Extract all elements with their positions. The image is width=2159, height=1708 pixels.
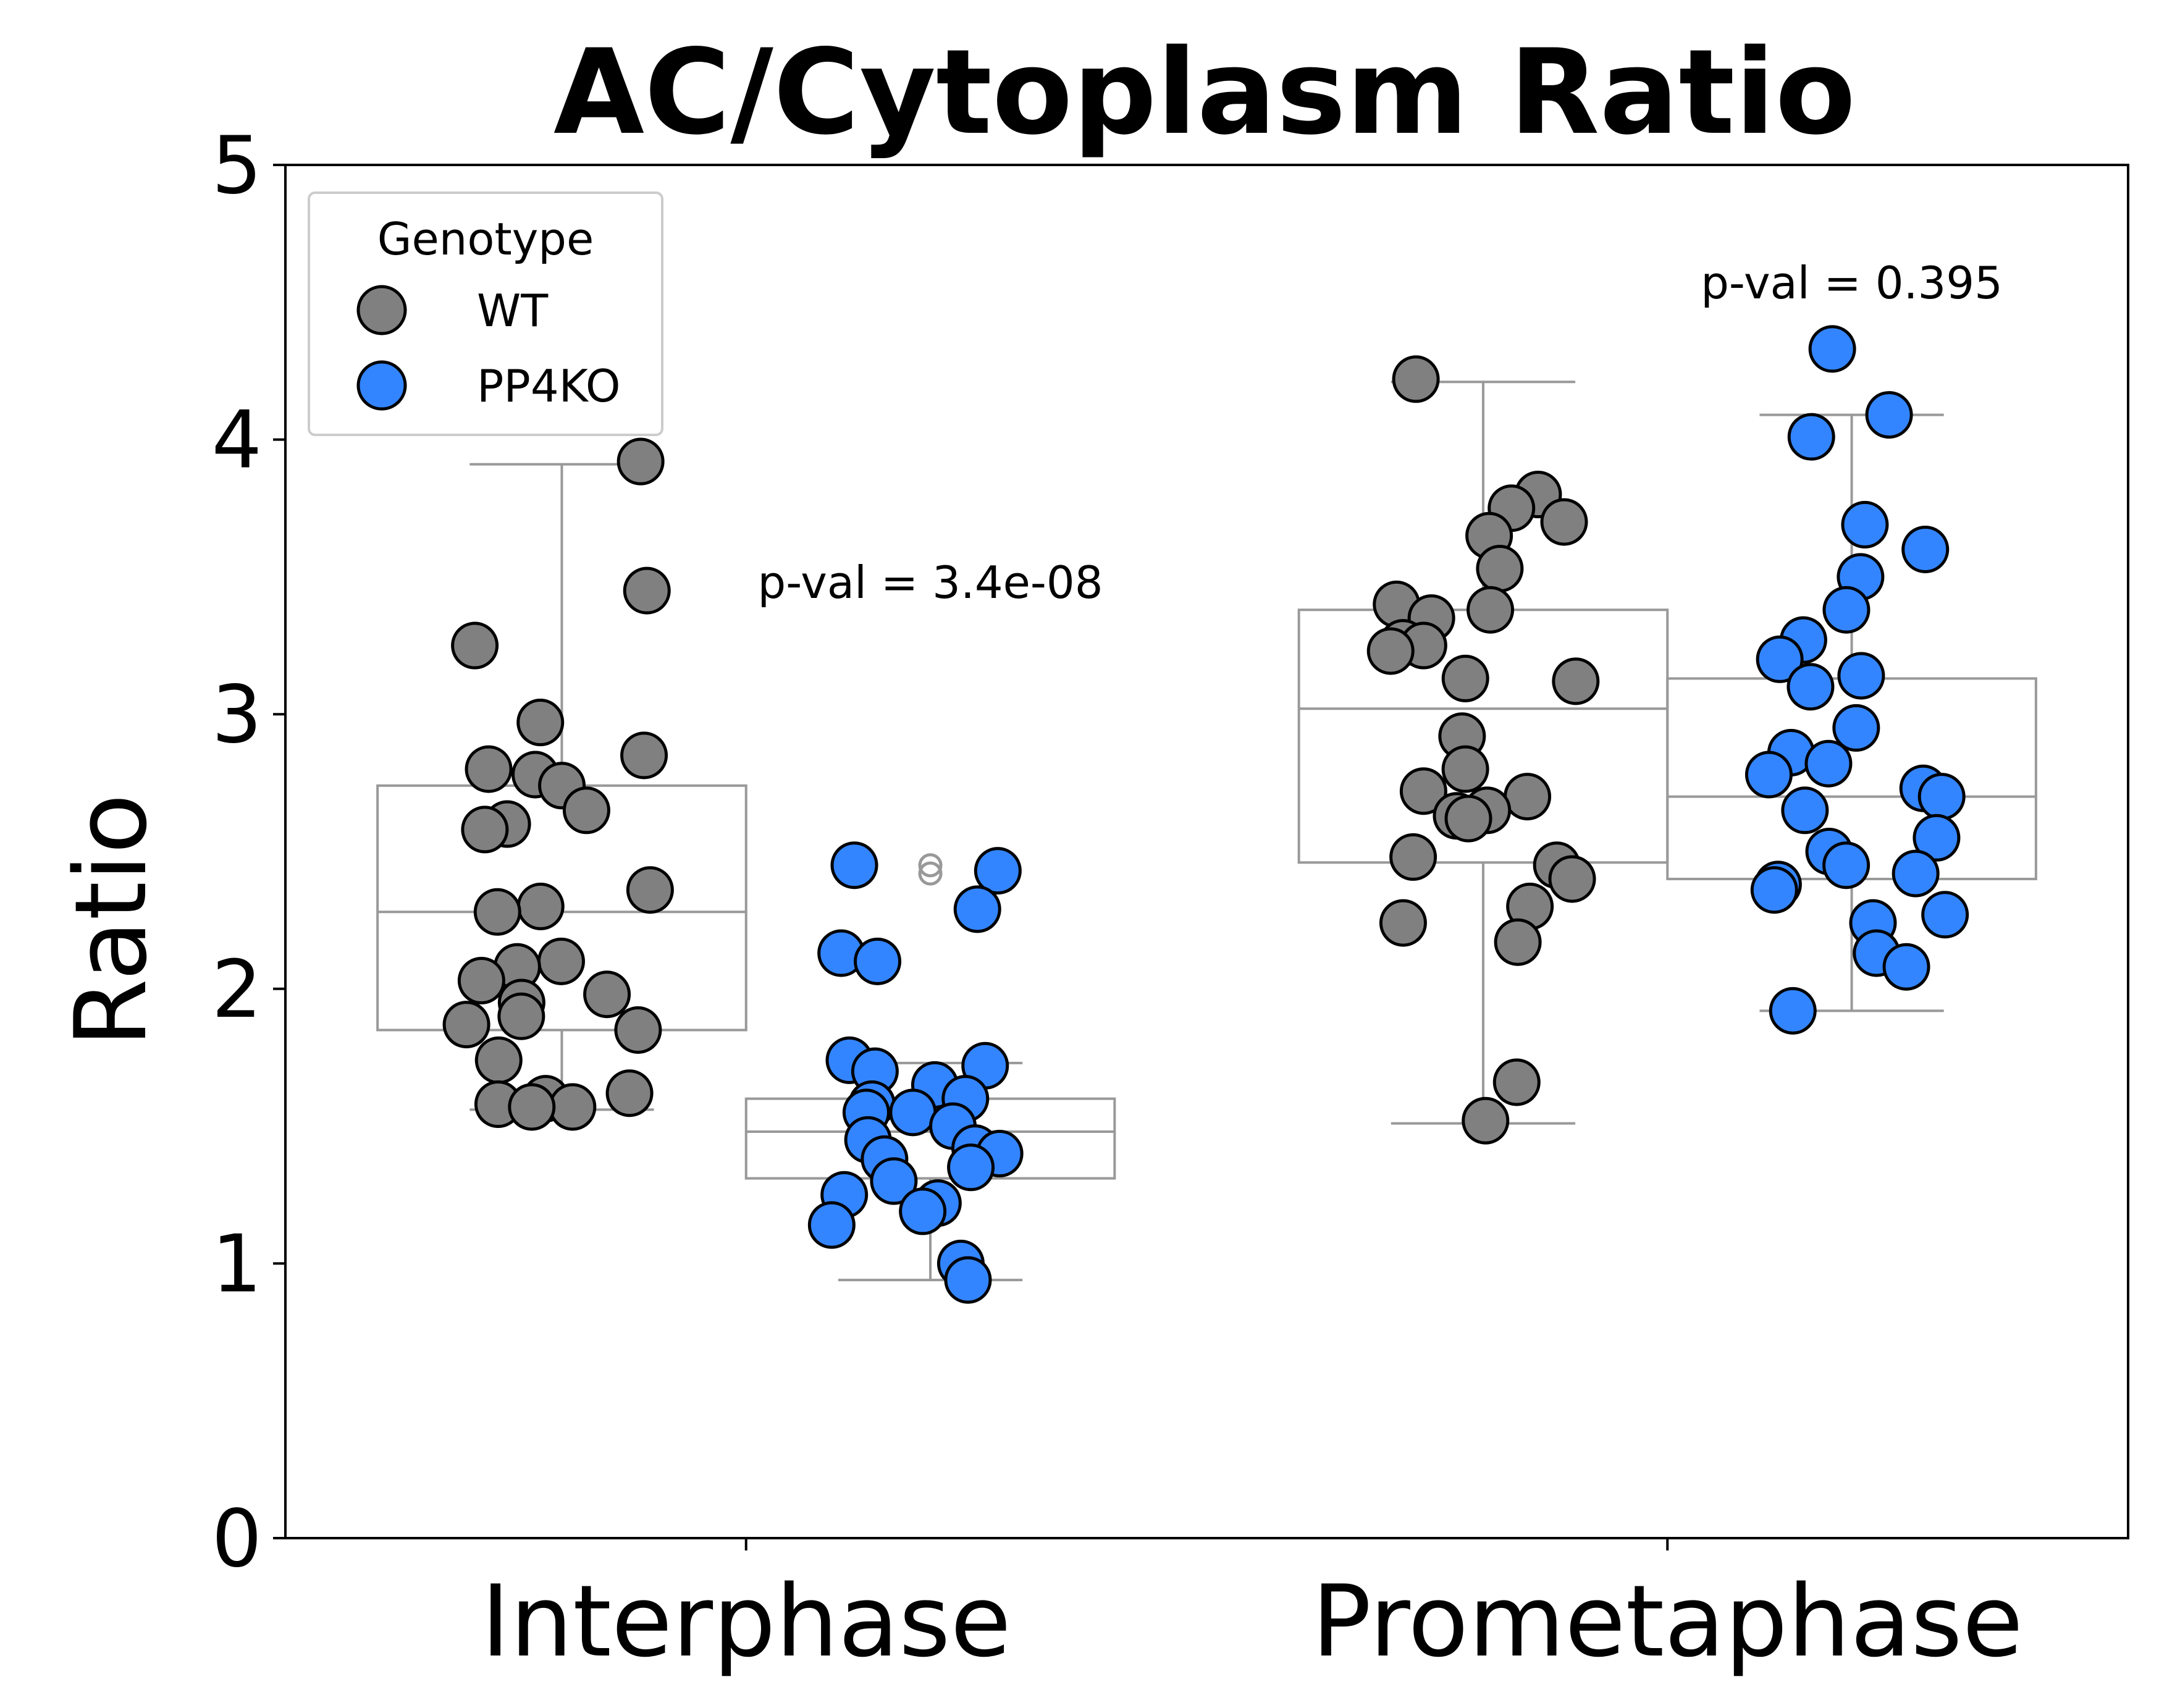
data-point bbox=[1552, 657, 1600, 705]
data-point bbox=[1441, 745, 1489, 793]
data-point bbox=[1389, 833, 1437, 881]
data-point bbox=[583, 970, 631, 1019]
data-point bbox=[562, 786, 610, 835]
data-point bbox=[1399, 767, 1447, 815]
data-point bbox=[1837, 652, 1885, 700]
data-point bbox=[830, 841, 878, 890]
data-point bbox=[1548, 855, 1596, 903]
data-point bbox=[1750, 866, 1798, 914]
p-value-annotation: p-val = 0.395 bbox=[1701, 257, 2003, 309]
data-point bbox=[620, 731, 668, 780]
data-point bbox=[974, 847, 1022, 895]
data-point bbox=[854, 937, 902, 985]
data-point bbox=[1540, 498, 1588, 546]
data-point bbox=[1832, 704, 1880, 752]
data-point bbox=[1494, 918, 1542, 966]
data-point bbox=[1808, 325, 1856, 373]
data-point bbox=[889, 1088, 937, 1137]
box-outlier bbox=[918, 861, 943, 886]
legend-marker bbox=[356, 360, 407, 411]
x-tick-label: Interphase bbox=[481, 1563, 1011, 1679]
data-point bbox=[899, 1187, 947, 1235]
data-point bbox=[870, 1157, 918, 1205]
box-outlier bbox=[918, 853, 943, 878]
data-point bbox=[516, 882, 565, 930]
data-point bbox=[1865, 391, 1913, 439]
data-point bbox=[605, 1069, 654, 1117]
data-point bbox=[1913, 814, 1961, 862]
data-point bbox=[623, 566, 671, 615]
data-point bbox=[947, 1143, 995, 1192]
data-point bbox=[473, 888, 521, 936]
data-point bbox=[461, 806, 509, 854]
data-point bbox=[1366, 627, 1415, 675]
data-point bbox=[1769, 987, 1817, 1035]
data-point bbox=[1892, 849, 1940, 898]
data-point bbox=[1504, 773, 1552, 821]
data-point bbox=[944, 1256, 992, 1304]
data-point bbox=[1476, 545, 1524, 593]
legend: Genotype WT PP4KO bbox=[308, 191, 663, 436]
y-tick-label: 2 bbox=[212, 944, 262, 1036]
data-point bbox=[457, 956, 505, 1004]
data-point bbox=[614, 1006, 662, 1054]
legend-marker bbox=[356, 285, 407, 335]
y-tick-label: 1 bbox=[212, 1218, 262, 1310]
data-point bbox=[1462, 1096, 1510, 1145]
data-point bbox=[1379, 899, 1427, 947]
data-point bbox=[508, 1083, 556, 1131]
legend-label: WT bbox=[477, 285, 549, 337]
data-point bbox=[1841, 500, 1889, 549]
data-point bbox=[516, 699, 565, 747]
data-point bbox=[451, 621, 499, 670]
y-tick-label: 5 bbox=[212, 120, 262, 212]
y-tick-label: 4 bbox=[212, 395, 262, 487]
data-point bbox=[1822, 841, 1871, 890]
data-point bbox=[953, 885, 1001, 933]
data-point bbox=[617, 437, 665, 486]
data-point bbox=[1756, 635, 1804, 683]
data-point bbox=[1822, 586, 1871, 634]
data-point bbox=[465, 745, 513, 793]
data-point bbox=[1804, 739, 1853, 788]
data-point bbox=[1744, 751, 1793, 799]
p-value-annotation: p-val = 3.4e-08 bbox=[758, 557, 1103, 608]
data-point bbox=[1787, 663, 1835, 711]
data-point bbox=[497, 992, 545, 1040]
data-point bbox=[1781, 786, 1829, 835]
data-point bbox=[474, 1036, 523, 1084]
x-tick-label: Prometaphase bbox=[1311, 1563, 2023, 1679]
data-point bbox=[626, 866, 674, 914]
legend-label: PP4KO bbox=[477, 360, 621, 412]
data-point bbox=[1882, 943, 1930, 991]
data-point bbox=[1901, 525, 1950, 573]
y-tick-label: 3 bbox=[212, 669, 262, 761]
plot-area: 0 1 2 3 4 5 Interphase Prometaphase p-val = 3.4e… bbox=[212, 120, 2129, 1679]
plot-frame bbox=[284, 164, 2129, 1539]
legend-title: Genotype bbox=[377, 213, 594, 265]
data-point bbox=[549, 1083, 597, 1131]
data-point bbox=[1921, 891, 1969, 939]
data-point bbox=[1441, 654, 1489, 702]
data-point bbox=[1917, 773, 1966, 821]
data-point bbox=[1787, 413, 1835, 461]
data-point bbox=[1392, 355, 1440, 403]
y-tick-label: 0 bbox=[212, 1493, 262, 1585]
data-point bbox=[1467, 586, 1515, 634]
data-point bbox=[442, 1001, 490, 1049]
data-point bbox=[537, 937, 585, 985]
y-axis-label: Ratio bbox=[53, 794, 169, 1048]
data-point bbox=[1444, 794, 1492, 843]
chart-title: AC/Cytoplasm Ratio bbox=[553, 24, 1856, 161]
data-point bbox=[807, 1201, 856, 1249]
data-point bbox=[1492, 1058, 1541, 1106]
